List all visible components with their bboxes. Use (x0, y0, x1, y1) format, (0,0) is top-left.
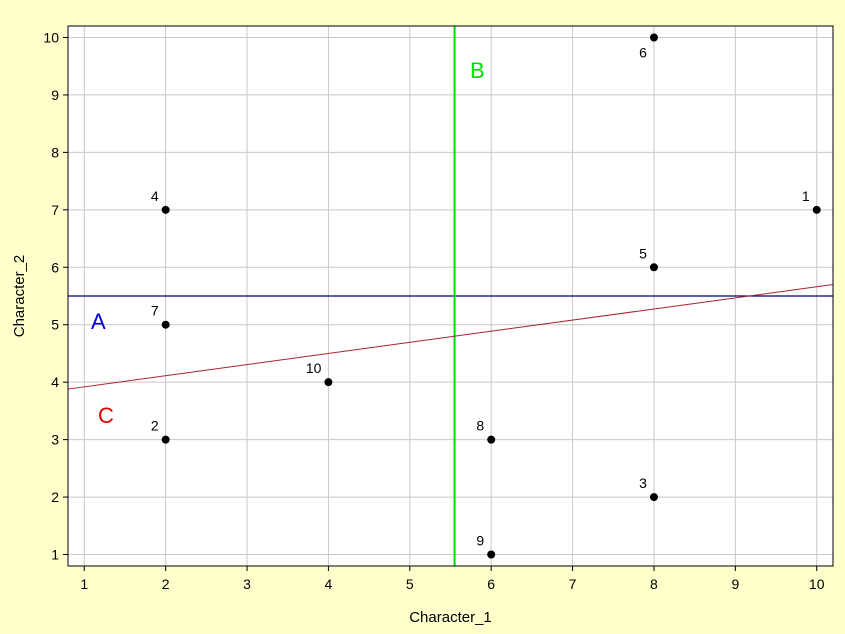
y-tick-label: 7 (51, 202, 59, 218)
data-point (487, 550, 496, 559)
data-point-label: 7 (151, 303, 159, 319)
data-point-label: 1 (802, 188, 810, 204)
y-axis-title: Character_2 (11, 255, 28, 338)
data-point-label: 4 (151, 188, 159, 204)
y-tick-label: 10 (43, 29, 59, 45)
data-point (161, 320, 170, 329)
x-tick-label: 7 (569, 576, 577, 592)
data-point-label: 10 (306, 360, 322, 376)
data-point-label: 8 (476, 418, 484, 434)
reference-line-c (67, 284, 834, 390)
data-point (161, 205, 170, 214)
x-tick-label: 10 (809, 576, 825, 592)
x-axis-ticks: 1 2 3 4 5 6 7 8 9 10 (80, 566, 825, 592)
data-point (161, 435, 170, 444)
data-point (649, 33, 658, 42)
x-tick-label: 1 (80, 576, 88, 592)
x-tick-label: 8 (650, 576, 658, 592)
x-tick-label: 6 (487, 576, 495, 592)
plot-frame (67, 25, 834, 567)
x-tick-label: 5 (406, 576, 414, 592)
reference-line-label: B (470, 58, 485, 83)
x-tick-label: 3 (243, 576, 251, 592)
data-point-label: 2 (151, 418, 159, 434)
y-tick-label: 1 (51, 547, 59, 563)
y-tick-label: 5 (51, 317, 59, 333)
y-tick-label: 8 (51, 144, 59, 160)
data-point-label: 9 (476, 533, 484, 549)
data-point-label: 6 (639, 44, 647, 60)
y-tick-label: 3 (51, 432, 59, 448)
data-point (649, 263, 658, 272)
y-tick-label: 2 (51, 489, 59, 505)
x-tick-label: 9 (731, 576, 739, 592)
data-points: 1 2 3 4 5 6 7 8 9 10 (151, 33, 821, 559)
y-tick-label: 4 (51, 374, 59, 390)
y-tick-label: 6 (51, 259, 59, 275)
x-axis-title: Character_1 (409, 609, 492, 626)
reference-line-label: A (91, 309, 106, 334)
y-tick-label: 9 (51, 87, 59, 103)
data-point (324, 378, 333, 387)
data-point (649, 493, 658, 502)
reference-lines: A B C (67, 26, 834, 566)
y-axis-ticks: 1 2 3 4 5 6 7 8 9 10 (43, 29, 68, 563)
x-tick-label: 4 (325, 576, 333, 592)
reference-line-label: C (98, 403, 114, 428)
x-tick-label: 2 (162, 576, 170, 592)
data-point-label: 3 (639, 475, 647, 491)
data-point (812, 205, 821, 214)
data-point (487, 435, 496, 444)
data-point-label: 5 (639, 245, 647, 261)
